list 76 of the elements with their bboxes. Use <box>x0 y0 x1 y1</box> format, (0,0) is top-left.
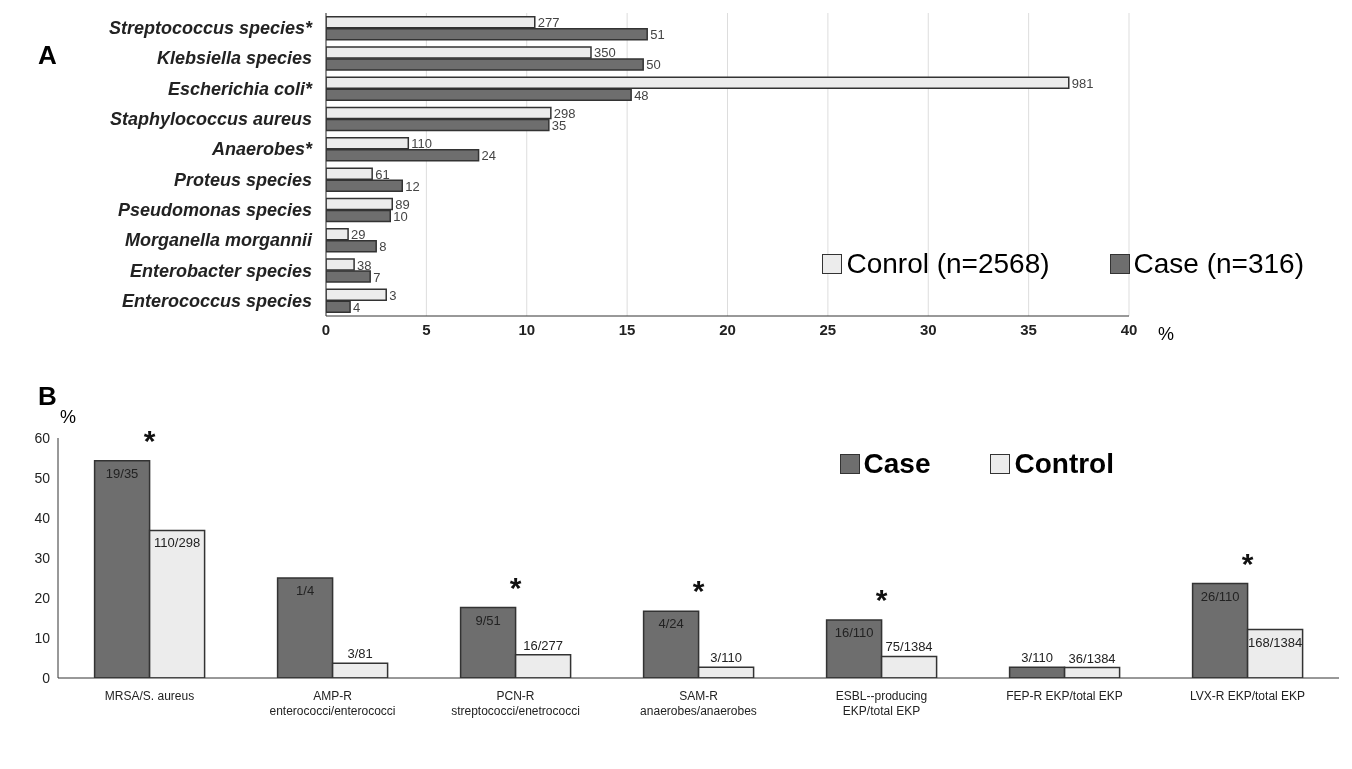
x-tick-label: 20 <box>719 320 736 338</box>
x-tick-label: 25 <box>819 320 837 338</box>
annotation: 24 <box>481 148 497 164</box>
x-tick-label: 10 <box>518 320 536 338</box>
x-tick-label: 35 <box>1020 320 1037 338</box>
legend-label: Case (n=316) <box>1132 248 1304 280</box>
annotation: 3/81 <box>347 646 373 662</box>
x-tick-label: AMP-R enterococci/enterococci <box>269 689 396 718</box>
annotation: 16/277 <box>523 637 563 653</box>
x-tick-label: 0 <box>321 320 331 338</box>
x-tick-label: LVX-R EKP/total EKP <box>1189 689 1306 703</box>
annotation: 350 <box>593 45 616 61</box>
annotation: 4/24 <box>658 616 684 632</box>
x-tick-label: 40 <box>1120 320 1138 338</box>
annotation: 50 <box>646 57 661 73</box>
annotation: 75/1384 <box>885 639 933 655</box>
annotation: 168/1384 <box>1247 634 1303 650</box>
annotation: 1/4 <box>296 583 315 598</box>
annotation: 3/110 <box>710 650 742 666</box>
y-tick-label: Enterococcus species <box>121 290 312 311</box>
annotation: 9/51 <box>475 612 501 628</box>
y-tick-label: 30 <box>34 549 51 566</box>
legend-label: Control <box>1013 448 1114 480</box>
y-tick-label: Anaerobes* <box>210 139 313 160</box>
y-axis-title: % <box>60 407 77 428</box>
legend-label: Case <box>862 448 931 480</box>
annotation: 29 <box>351 227 366 243</box>
annotation: 38 <box>357 257 372 273</box>
x-tick-label: 30 <box>919 320 937 338</box>
y-tick-label: Escherichia coli* <box>167 78 313 99</box>
y-tick-label: Morganella morgannii <box>124 230 313 251</box>
x-tick-label: 5 <box>422 320 431 338</box>
annotation: 8 <box>379 239 387 255</box>
x-tick-label: ESBL--producing EKP/total EKP <box>835 689 928 718</box>
annotation: * <box>875 583 888 616</box>
y-tick-label: Streptococcus species* <box>108 18 313 39</box>
legend-label: Conrol (n=2568) <box>845 248 1050 280</box>
y-tick-label: 60 <box>34 429 51 446</box>
annotation: 48 <box>634 87 649 103</box>
annotation: * <box>143 423 156 457</box>
y-tick-label: 10 <box>34 629 51 646</box>
annotation: 26/110 <box>1200 588 1240 604</box>
annotation: * <box>692 574 705 608</box>
annotation: 110 <box>411 136 433 152</box>
y-tick-label: 0 <box>42 669 51 686</box>
annotation: 12 <box>405 178 420 194</box>
x-tick-label: 15 <box>618 320 636 338</box>
annotation: 3/110 <box>1021 650 1053 666</box>
y-tick-label: Enterobacter species <box>129 260 312 281</box>
annotation: 19/35 <box>105 465 139 481</box>
annotation: 61 <box>375 166 390 182</box>
x-tick-label: SAM-R anaerobes/anaerobes <box>640 689 757 718</box>
y-tick-label: Staphylococcus aureus <box>109 109 312 130</box>
annotation: 277 <box>537 15 560 31</box>
x-axis-title: % <box>1158 324 1175 345</box>
x-tick-label: MRSA/S. aureus <box>104 689 195 703</box>
annotation: 110/298 <box>154 535 201 551</box>
annotation: 3 <box>389 287 397 303</box>
annotation: 51 <box>650 27 665 43</box>
annotation: 981 <box>1071 75 1094 91</box>
annotation: 16/110 <box>834 625 874 640</box>
annotation: * <box>509 570 522 604</box>
y-tick-label: 20 <box>34 589 51 606</box>
y-tick-label: Klebsiella species <box>156 48 312 69</box>
x-tick-label: FEP-R EKP/total EKP <box>1006 689 1123 703</box>
annotation: 4 <box>353 299 361 315</box>
text: A <box>38 40 57 71</box>
chart-title: B <box>38 381 57 412</box>
annotation: 7 <box>373 269 381 285</box>
y-tick-label: Pseudomonas species <box>117 199 312 220</box>
y-tick-label: 40 <box>34 509 51 526</box>
y-tick-label: Proteus species <box>173 169 312 190</box>
x-tick-label: PCN-R streptococci/enetrococci <box>451 689 580 718</box>
annotation: 36/1384 <box>1068 650 1116 666</box>
y-tick-label: 50 <box>34 469 51 486</box>
annotation: * <box>1241 546 1254 580</box>
